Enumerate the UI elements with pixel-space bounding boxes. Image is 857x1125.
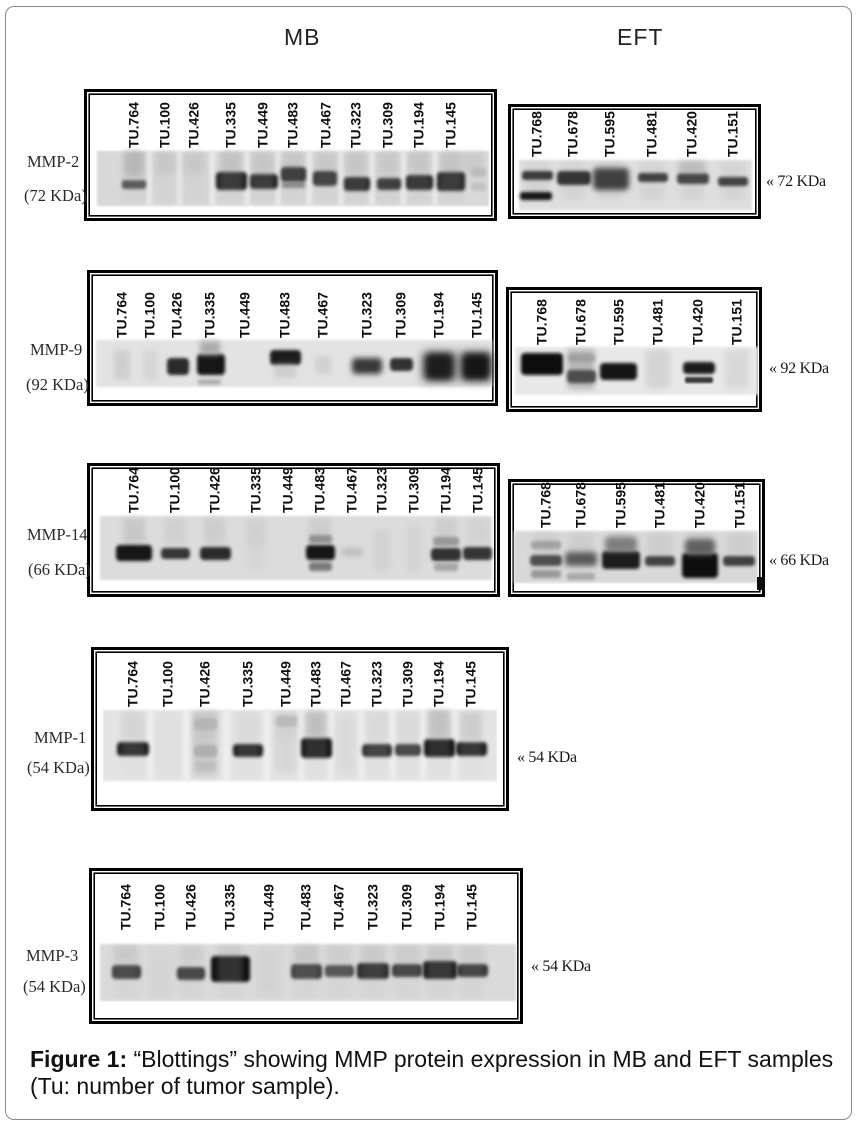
svg-text:TU.323: TU.323: [359, 292, 375, 338]
svg-text:TU.768: TU.768: [534, 299, 550, 345]
svg-text:TU.194: TU.194: [411, 102, 427, 148]
svg-text:TU.151: TU.151: [732, 482, 748, 528]
svg-text:TU.194: TU.194: [431, 661, 447, 707]
svg-text:TU.100: TU.100: [152, 884, 168, 930]
svg-text:TU.151: TU.151: [729, 299, 745, 345]
svg-text:TU.483: TU.483: [308, 661, 324, 707]
svg-text:TU.449: TU.449: [278, 661, 294, 707]
svg-text:TU.194: TU.194: [431, 292, 447, 338]
svg-text:TU.145: TU.145: [463, 661, 479, 707]
svg-text:TU.764: TU.764: [118, 884, 134, 930]
svg-text:TU.100: TU.100: [167, 467, 183, 513]
svg-text:TU.481: TU.481: [650, 299, 666, 345]
svg-text:TU.768: TU.768: [529, 111, 545, 157]
svg-text:TU.145: TU.145: [469, 292, 485, 338]
svg-text:TU.764: TU.764: [126, 467, 142, 513]
svg-text:TU.483: TU.483: [285, 102, 301, 148]
svg-text:TU.100: TU.100: [142, 292, 158, 338]
svg-text:TU.194: TU.194: [432, 884, 448, 930]
svg-text:TU.483: TU.483: [298, 884, 314, 930]
svg-text:TU.483: TU.483: [277, 292, 293, 338]
svg-text:TU.467: TU.467: [331, 884, 347, 930]
svg-text:TU.481: TU.481: [644, 111, 660, 157]
svg-text:TU.420: TU.420: [690, 299, 706, 345]
svg-text:TU.335: TU.335: [202, 292, 218, 338]
svg-text:TU.323: TU.323: [365, 884, 381, 930]
svg-text:TU.764: TU.764: [126, 102, 142, 148]
svg-text:TU.100: TU.100: [157, 102, 173, 148]
svg-text:TU.449: TU.449: [237, 292, 253, 338]
svg-text:TU.449: TU.449: [261, 884, 277, 930]
svg-text:TU.467: TU.467: [344, 467, 360, 513]
svg-text:TU.768: TU.768: [538, 482, 554, 528]
svg-text:TU.678: TU.678: [565, 111, 581, 157]
svg-text:TU.483: TU.483: [312, 467, 328, 513]
svg-text:TU.678: TU.678: [573, 482, 589, 528]
svg-text:TU.335: TU.335: [223, 102, 239, 148]
svg-text:TU.595: TU.595: [611, 299, 627, 345]
svg-text:TU.323: TU.323: [369, 661, 385, 707]
svg-text:TU.323: TU.323: [348, 102, 364, 148]
svg-text:TU.145: TU.145: [464, 884, 480, 930]
svg-text:TU.309: TU.309: [380, 102, 396, 148]
svg-text:TU.194: TU.194: [438, 467, 454, 513]
svg-text:TU.449: TU.449: [280, 467, 296, 513]
svg-text:TU.764: TU.764: [114, 292, 130, 338]
svg-text:TU.467: TU.467: [315, 292, 331, 338]
svg-text:TU.335: TU.335: [240, 661, 256, 707]
svg-text:TU.309: TU.309: [406, 467, 422, 513]
svg-text:TU.426: TU.426: [207, 467, 223, 513]
svg-text:TU.309: TU.309: [393, 292, 409, 338]
svg-text:TU.449: TU.449: [255, 102, 271, 148]
svg-text:TU.678: TU.678: [573, 299, 589, 345]
svg-text:TU.309: TU.309: [399, 884, 415, 930]
svg-text:TU.100: TU.100: [160, 661, 176, 707]
svg-text:TU.145: TU.145: [443, 102, 459, 148]
svg-text:TU.426: TU.426: [197, 661, 213, 707]
svg-text:TU.335: TU.335: [222, 884, 238, 930]
svg-text:TU.426: TU.426: [183, 884, 199, 930]
svg-text:TU.323: TU.323: [374, 467, 390, 513]
svg-text:TU.309: TU.309: [400, 661, 416, 707]
svg-text:TU.426: TU.426: [169, 292, 185, 338]
svg-text:TU.595: TU.595: [613, 482, 629, 528]
svg-text:TU.151: TU.151: [725, 111, 741, 157]
svg-text:TU.335: TU.335: [248, 467, 264, 513]
svg-text:TU.595: TU.595: [602, 111, 618, 157]
svg-text:TU.467: TU.467: [318, 102, 334, 148]
svg-text:TU.467: TU.467: [338, 661, 354, 707]
svg-text:TU.481: TU.481: [652, 482, 668, 528]
svg-text:TU.145: TU.145: [470, 467, 486, 513]
svg-text:TU.420: TU.420: [684, 111, 700, 157]
svg-text:TU.420: TU.420: [692, 482, 708, 528]
svg-text:TU.426: TU.426: [186, 102, 202, 148]
svg-text:TU.764: TU.764: [125, 661, 141, 707]
